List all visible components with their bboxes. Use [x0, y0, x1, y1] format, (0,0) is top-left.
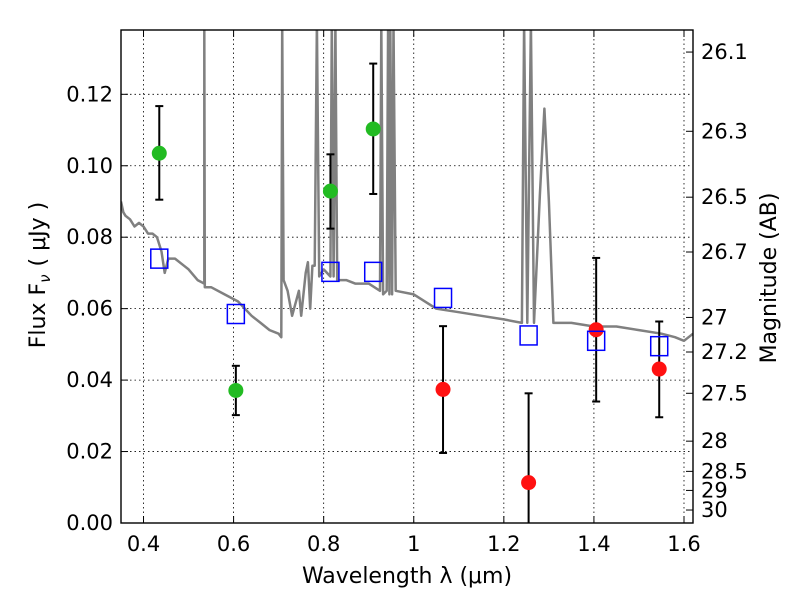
y-tick-label: 0.08 — [66, 225, 113, 249]
x-tick-label: 0.4 — [127, 532, 160, 556]
magnitude-tick-label: 30 — [701, 498, 728, 522]
magnitude-tick-label: 27.5 — [701, 381, 748, 405]
magnitude-tick-label: 27.2 — [701, 340, 748, 364]
y-tick-label: 0.00 — [66, 511, 113, 535]
x-tick-label: 1 — [407, 532, 420, 556]
model-flux-square — [649, 335, 669, 357]
model-flux-square — [433, 287, 453, 309]
flux-point — [435, 381, 451, 397]
x-tick-label: 1.6 — [667, 532, 700, 556]
magnitude-tick-label: 28.5 — [701, 459, 748, 483]
magnitude-tick-label: 29 — [701, 478, 728, 502]
plot-frame — [120, 29, 694, 524]
magnitude-tick-label: 27 — [701, 305, 728, 329]
flux-point — [651, 361, 667, 377]
x-axis: 0.4 0.6 0.8 1 1.2 1.4 1.6 — [127, 30, 701, 556]
flux-point — [151, 145, 167, 161]
y-tick-label: 0.12 — [66, 82, 113, 106]
x-tick-label: 0.8 — [307, 532, 340, 556]
x-tick-label: 1.4 — [577, 532, 610, 556]
y-tick-label: 0.04 — [66, 368, 113, 392]
magnitude-tick-label: 26.5 — [701, 185, 748, 209]
flux-point — [228, 382, 244, 398]
magnitude-tick-label: 28 — [701, 429, 728, 453]
magnitude-axis-label: Magnitude (AB) — [757, 193, 782, 364]
magnitude-tick-label: 26.3 — [701, 119, 748, 143]
grid — [121, 30, 693, 524]
model-flux-square — [321, 261, 340, 283]
x-tick-label: 0.6 — [217, 532, 250, 556]
flux-point — [322, 183, 338, 199]
y-axis-label-unit: ( μJy ) — [26, 202, 51, 267]
y-axis: 0.00 0.02 0.04 0.06 0.08 0.10 0.12 — [66, 82, 128, 535]
model-flux-square — [519, 325, 538, 346]
data-points — [150, 62, 669, 523]
flux-point — [588, 322, 604, 338]
y-axis-label-group: Flux Fν ( μJy ) — [26, 202, 54, 348]
magnitude-tick-label: 26.7 — [701, 240, 748, 264]
y-axis-label-subscript: ν — [36, 274, 54, 282]
y-axis-label: Flux Fν ( μJy ) — [26, 202, 54, 348]
x-tick-label: 1.2 — [487, 532, 520, 556]
flux-point — [521, 475, 537, 491]
y-tick-label: 0.02 — [66, 440, 113, 464]
plot-background — [121, 30, 693, 523]
model-flux-square — [150, 248, 169, 269]
x-axis-label: Wavelength λ (μm) — [302, 564, 512, 589]
y-tick-label: 0.06 — [66, 297, 113, 321]
y-axis-label-main: Flux F — [26, 283, 51, 348]
model-flux-square — [363, 261, 383, 283]
model-flux-square — [586, 330, 606, 352]
model-flux-square — [226, 303, 246, 325]
magnitude-tick-label: 26.1 — [701, 40, 748, 64]
y-tick-label: 0.10 — [66, 154, 113, 178]
flux-point — [365, 121, 381, 137]
